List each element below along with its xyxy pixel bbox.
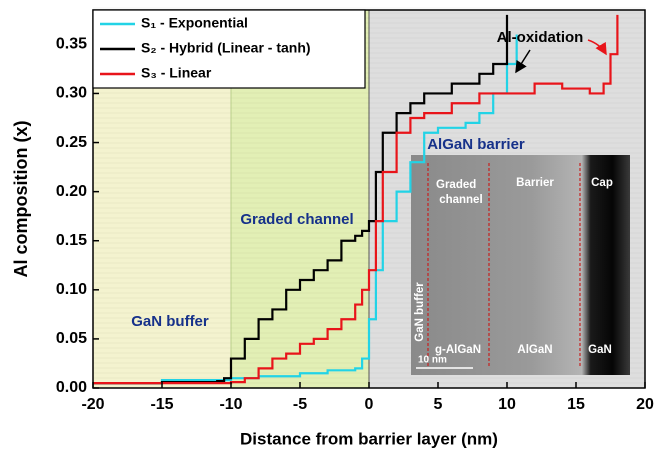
x-tick-label: 0 — [365, 396, 374, 413]
region-label: AlGaN barrier — [427, 136, 525, 153]
x-axis-title: Distance from barrier layer (nm) — [240, 429, 498, 448]
x-tick-label: -15 — [150, 396, 173, 413]
region-label: GaN buffer — [131, 313, 209, 330]
inset-label: Graded channel — [436, 179, 483, 206]
y-tick-label: 0.35 — [56, 36, 87, 53]
inset-label: Cap — [591, 177, 613, 189]
annotation-arrow — [587, 39, 607, 56]
x-tick-label: 10 — [498, 396, 516, 413]
y-tick-label: 0.25 — [56, 134, 87, 151]
inset-label: 10 nm — [418, 355, 447, 366]
x-tick-label: -20 — [81, 396, 104, 413]
x-tick-label: -10 — [219, 396, 242, 413]
x-tick-label: -5 — [293, 396, 307, 413]
inset-label: GaN buffer — [414, 282, 426, 342]
y-tick-label: 0.20 — [56, 183, 87, 200]
y-axis-title: Al composition (x) — [11, 120, 31, 277]
legend-label: S₃ - Linear — [141, 65, 212, 81]
y-tick-label: 0.15 — [56, 232, 87, 249]
x-tick-label: 5 — [434, 396, 443, 413]
series-line — [93, 34, 518, 385]
inset-image — [411, 155, 630, 375]
legend-label: S₁ - Exponential — [141, 15, 248, 31]
inset-label: AlGaN — [517, 344, 552, 356]
series-line — [93, 14, 509, 385]
x-tick-label: 20 — [636, 396, 654, 413]
y-tick-label: 0.00 — [56, 379, 87, 396]
y-tick-label: 0.30 — [56, 85, 87, 102]
y-tick-label: 0.10 — [56, 281, 87, 298]
inset: Graded channel Barrier Cap GaN buffer g-AlGa… — [411, 155, 630, 375]
inset-label: GaN — [588, 344, 612, 356]
x-tick-label: 15 — [567, 396, 585, 413]
legend-box — [92, 9, 366, 89]
inset-label: Barrier — [516, 177, 554, 189]
annotation: Al-oxidation — [497, 29, 584, 46]
y-tick-label: 0.05 — [56, 330, 87, 347]
legend-label: S₂ - Hybrid (Linear - tanh) — [141, 40, 311, 56]
annotation-arrow — [515, 49, 531, 74]
region-label: Graded channel — [240, 211, 353, 228]
series-line — [93, 14, 619, 385]
inset-label: g-AlGaN — [435, 344, 481, 356]
